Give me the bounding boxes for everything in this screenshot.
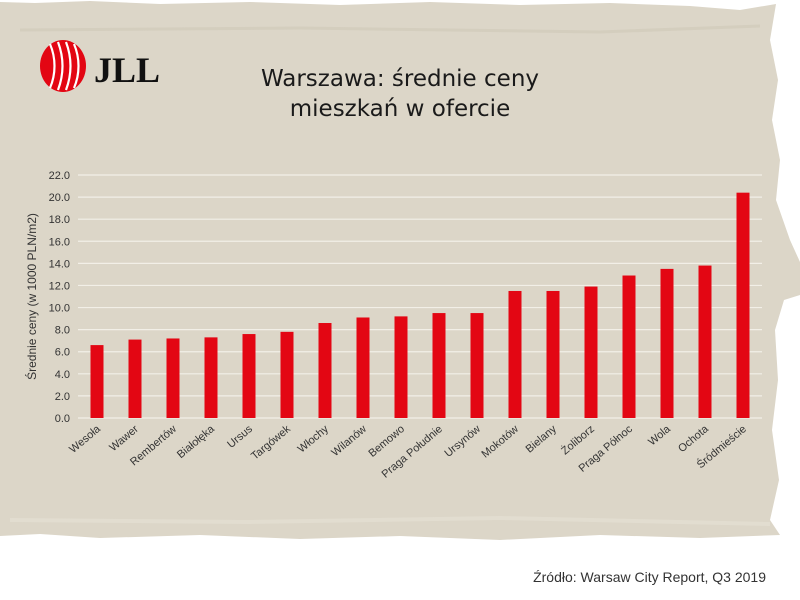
bar	[622, 275, 636, 418]
y-tick-label: 12.0	[49, 280, 70, 292]
bar	[394, 316, 408, 418]
source-note: Źródło: Warsaw City Report, Q3 2019	[533, 569, 766, 585]
bar	[356, 317, 370, 418]
x-tick-label: Ursynów	[442, 423, 483, 460]
y-tick-label: 22.0	[49, 170, 70, 182]
y-tick-label: 16.0	[49, 236, 70, 248]
y-axis-label: Średnie ceny (w 1000 PLN/m2)	[24, 213, 39, 380]
bar	[660, 268, 674, 418]
bar	[242, 334, 256, 418]
chart-title-line-1: Warszawa: średnie ceny	[260, 66, 540, 92]
jll-logo: JLL	[40, 40, 160, 92]
x-tick-label: Białołęka	[175, 423, 218, 461]
y-tick-label: 18.0	[49, 214, 70, 226]
bar	[166, 338, 180, 418]
x-tick-label: Mokotów	[479, 423, 520, 461]
chart-title: Warszawa: średnie ceny mieszkań w oferci…	[180, 64, 620, 124]
y-tick-label: 6.0	[55, 347, 70, 359]
x-tick-label: Ursus	[225, 423, 255, 451]
x-tick-label: Wilanów	[329, 423, 369, 459]
x-tick-label: Włochy	[296, 423, 332, 456]
bar	[546, 290, 560, 418]
brush-texture-streak	[19, 24, 761, 34]
y-tick-label: 10.0	[49, 303, 70, 315]
bar	[698, 265, 712, 418]
y-tick-label: 2.0	[55, 391, 70, 403]
bar	[470, 313, 484, 418]
x-tick-label: Bielany	[524, 423, 560, 456]
bar	[204, 337, 218, 418]
x-tick-label: Wola	[646, 423, 673, 449]
jll-logo-wordmark: JLL	[94, 50, 160, 90]
bar	[280, 331, 294, 418]
x-tick-label: Wawer	[107, 423, 141, 454]
jll-logo-mark	[40, 40, 86, 92]
x-tick-label: Targówek	[249, 423, 293, 463]
y-tick-label: 4.0	[55, 369, 70, 381]
bar	[90, 345, 104, 418]
bar	[508, 290, 522, 418]
bar	[432, 313, 446, 418]
brush-stroke-shape	[0, 1, 800, 540]
brush-texture-streak	[9, 515, 771, 526]
y-tick-label: 14.0	[49, 258, 70, 270]
chart-title-line-2: mieszkań w ofercie	[289, 96, 511, 122]
y-tick-label: 8.0	[55, 325, 70, 337]
bar	[584, 286, 598, 418]
bar	[128, 339, 142, 418]
y-tick-label: 0.0	[55, 413, 70, 425]
x-tick-label: Ochota	[676, 423, 712, 456]
bar	[318, 323, 332, 418]
y-tick-label: 20.0	[49, 192, 70, 204]
x-tick-label: Wesoła	[67, 423, 103, 456]
bar	[736, 192, 750, 418]
